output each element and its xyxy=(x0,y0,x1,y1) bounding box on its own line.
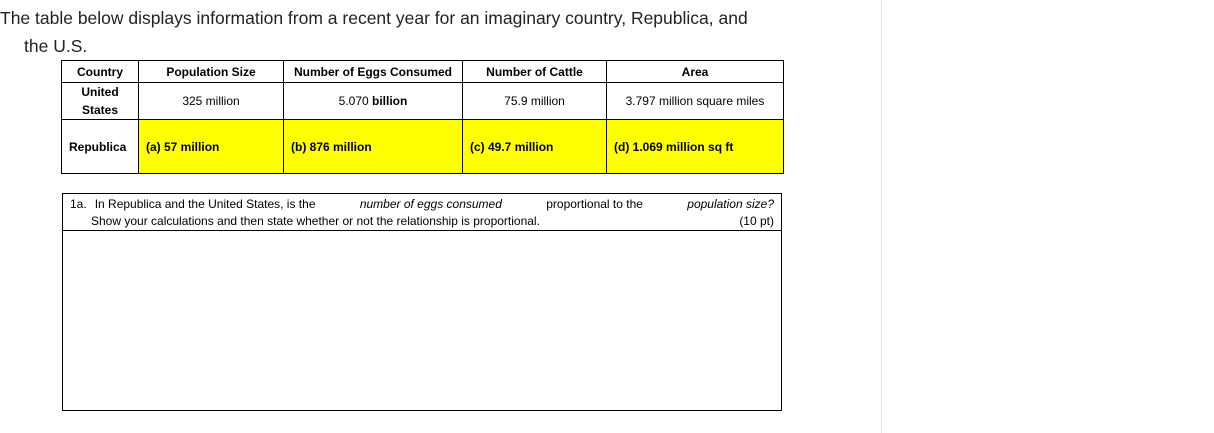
us-country-cell: United States xyxy=(61,82,139,120)
question-number: 1a. xyxy=(70,197,87,211)
header-country: Country xyxy=(61,60,139,83)
question-prompt: 1a. In Republica and the United States, … xyxy=(63,194,781,231)
us-population-cell: 325 million xyxy=(138,82,284,120)
header-population: Population Size xyxy=(138,60,284,83)
question-text: In Republica and the United States, is t… xyxy=(95,196,774,213)
question-text-emphasis2: population size? xyxy=(687,197,774,211)
us-eggs-unit: billion xyxy=(372,94,408,108)
answer-area[interactable] xyxy=(63,231,781,409)
header-eggs: Number of Eggs Consumed xyxy=(283,60,463,83)
question-instructions: Show your calculations and then state wh… xyxy=(91,214,540,228)
table-row-us: United States 325 million 5.070 billion … xyxy=(61,82,784,120)
question-text-emphasis1: number of eggs consumed xyxy=(359,197,502,211)
question-line-2: Show your calculations and then state wh… xyxy=(70,213,774,230)
data-table: Country Population Size Number of Eggs C… xyxy=(61,60,784,174)
us-eggs-cell: 5.070 billion xyxy=(283,82,463,120)
table-header-row: Country Population Size Number of Eggs C… xyxy=(61,60,784,83)
intro-line-1: The table below displays information fro… xyxy=(0,8,748,28)
page-edge-divider xyxy=(881,0,882,433)
question-points: (10 pt) xyxy=(739,214,774,228)
intro-line-2: the U.S. xyxy=(24,36,88,56)
republica-area-cell: (d) 1.069 million sq ft xyxy=(606,119,784,174)
us-eggs-number: 5.070 xyxy=(338,94,369,108)
us-cattle-cell: 75.9 million xyxy=(462,82,607,120)
question-line-1: 1a. In Republica and the United States, … xyxy=(70,196,774,213)
republica-population-cell: (a) 57 million xyxy=(138,119,284,174)
question-box: 1a. In Republica and the United States, … xyxy=(62,193,782,411)
question-text-part2: proportional to the xyxy=(546,197,643,211)
question-text-part1: In Republica and the United States, is t… xyxy=(94,197,316,211)
us-country-line1: United xyxy=(81,85,119,99)
header-area: Area xyxy=(606,60,784,83)
table-row-republica: Republica (a) 57 million (b) 876 million… xyxy=(61,119,784,174)
us-country-line2: States xyxy=(81,103,119,117)
header-cattle: Number of Cattle xyxy=(462,60,607,83)
intro-paragraph: The table below displays information fro… xyxy=(0,4,880,60)
republica-eggs-cell: (b) 876 million xyxy=(283,119,463,174)
republica-country-cell: Republica xyxy=(61,119,139,174)
us-area-cell: 3.797 million square miles xyxy=(606,82,784,120)
republica-cattle-cell: (c) 49.7 million xyxy=(462,119,607,174)
